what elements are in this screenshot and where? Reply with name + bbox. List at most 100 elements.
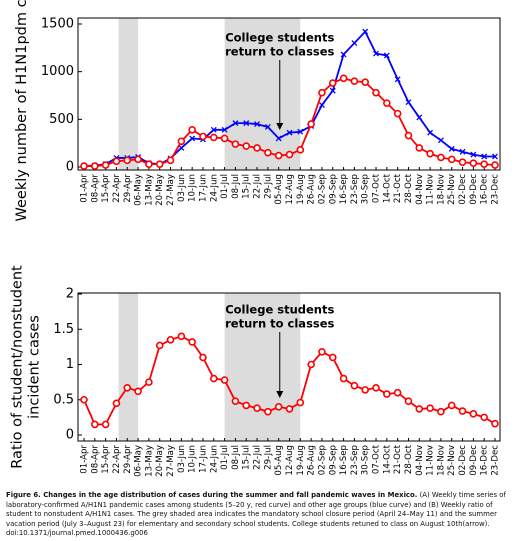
data-point: [361, 386, 370, 394]
data-point: [470, 151, 477, 158]
x-tick-label: 01-Apr: [80, 174, 90, 203]
data-point: [480, 413, 488, 422]
annotation-arrowhead: [276, 123, 284, 130]
x-tick-label: 24-Jun: [209, 174, 219, 202]
x-tick-label: 14-Oct: [382, 173, 392, 203]
x-tick-label: 21-Oct: [393, 444, 403, 474]
x-tick-label: 07-Oct: [372, 444, 382, 474]
data-point: [362, 28, 369, 35]
data-point: [426, 149, 434, 158]
x-tick-label: 06-May: [134, 445, 144, 477]
x-tick-label: 16-Sep: [339, 445, 349, 475]
data-point: [166, 156, 175, 165]
x-tick-label: 19-Aug: [296, 174, 306, 205]
x-tick-label: 10-Jun: [188, 445, 198, 473]
data-point: [415, 405, 424, 413]
annotation: College students: [225, 303, 334, 317]
x-tick-label: 16-Dec: [480, 174, 490, 205]
data-point: [134, 155, 142, 164]
data-point: [361, 78, 370, 86]
x-tick-label: 15-Apr: [101, 174, 111, 203]
data-point: [383, 52, 390, 59]
data-point: [264, 124, 271, 130]
data-point: [415, 144, 424, 152]
x-tick-label: 15-Jul: [242, 445, 252, 470]
x-tick-label: 21-Oct: [393, 173, 403, 203]
data-point: [221, 126, 228, 133]
y-tick-label: 1.5: [53, 322, 74, 337]
data-point: [112, 399, 121, 408]
x-tick-label: 08-Apr: [90, 445, 100, 474]
x-tick-label: 27-May: [166, 445, 176, 477]
caption-doi: doi:10.1371/journal.pmed.1000436.g006: [6, 529, 148, 538]
data-point: [145, 378, 153, 386]
data-point: [264, 148, 272, 157]
data-point: [481, 153, 488, 160]
x-tick-label: 11-Nov: [426, 445, 436, 476]
x-tick-label: 02-Dec: [458, 445, 468, 476]
x-tick-label: 20-May: [155, 445, 165, 477]
data-point: [177, 137, 186, 146]
data-point: [372, 383, 380, 392]
x-tick-label: 14-Oct: [382, 444, 392, 474]
data-point: [447, 155, 456, 164]
x-tick-label: 28-Oct: [404, 444, 414, 474]
x-tick-label: 17-Jun: [198, 445, 208, 473]
x-tick-label: 16-Sep: [339, 174, 349, 204]
data-point: [253, 144, 261, 152]
data-point: [437, 137, 444, 144]
annotation: return to classes: [225, 45, 334, 59]
data-point: [112, 157, 121, 166]
data-point: [188, 126, 196, 134]
data-point: [416, 114, 423, 121]
x-tick-label: 30-Sep: [361, 445, 371, 475]
y-tick-label: 0.5: [53, 392, 74, 407]
annotation: return to classes: [225, 317, 334, 331]
data-point: [285, 405, 294, 413]
x-tick-label: 19-Aug: [296, 445, 306, 476]
data-point: [145, 160, 153, 168]
x-tick-label: 02-Sep: [317, 445, 327, 475]
y-tick-label: 1500: [41, 17, 74, 32]
x-tick-label: 13-May: [144, 445, 154, 477]
y-tick-label: 2: [66, 287, 74, 302]
y-tick-label: 1: [66, 357, 74, 372]
data-point: [329, 87, 336, 94]
data-point: [373, 50, 379, 57]
data-point: [80, 395, 88, 404]
data-point: [394, 76, 401, 83]
data-point: [350, 381, 359, 390]
data-point: [426, 404, 434, 413]
data-point: [458, 407, 467, 415]
x-tick-label: 08-Jul: [231, 174, 241, 199]
data-point: [80, 162, 88, 170]
data-point: [383, 99, 391, 107]
x-tick-label: 03-Jun: [177, 174, 187, 202]
data-point: [318, 88, 326, 97]
data-point: [448, 145, 455, 152]
data-point: [383, 390, 391, 398]
data-point: [404, 397, 413, 405]
x-tick-label: 28-Oct: [404, 173, 414, 203]
data-point: [307, 120, 315, 128]
data-point: [189, 135, 196, 142]
data-point: [340, 51, 347, 58]
x-tick-label: 22-Apr: [112, 445, 122, 474]
shaded-period: [118, 18, 139, 170]
data-point: [405, 99, 412, 106]
x-tick-label: 15-Jul: [242, 174, 252, 199]
data-point: [491, 161, 499, 169]
data-point: [339, 74, 348, 83]
x-tick-label: 08-Jul: [231, 445, 241, 470]
data-point: [351, 40, 358, 47]
x-tick-label: 04-Nov: [415, 174, 425, 205]
x-tick-label: 09-Sep: [328, 174, 338, 204]
data-point: [491, 419, 499, 428]
data-point: [134, 387, 142, 396]
data-point: [155, 160, 164, 168]
x-tick-label: 23-Sep: [350, 174, 360, 204]
data-point: [393, 388, 402, 397]
x-tick-label: 09-Sep: [328, 445, 338, 475]
